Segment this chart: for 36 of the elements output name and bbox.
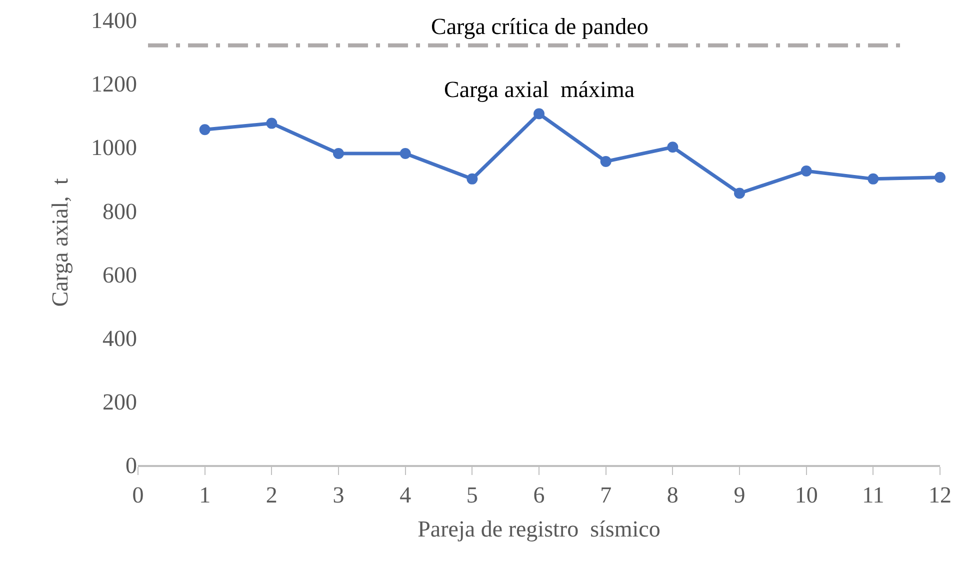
point	[534, 108, 544, 120]
x-axis-title: Pareja de registro sísmico	[418, 516, 660, 542]
y-tick-label: 600	[102, 262, 137, 288]
point	[868, 173, 879, 184]
point	[333, 148, 344, 159]
x-tick-label: 1	[199, 482, 211, 508]
x-tick-label: 9	[734, 482, 746, 508]
y-tick-label: 200	[102, 389, 137, 414]
series-label: Carga axial máxima	[444, 77, 635, 102]
y-tick-label: 800	[102, 198, 137, 224]
point	[667, 142, 678, 153]
x-tick-label: 10	[794, 482, 818, 508]
x-tick-label: 4	[400, 482, 412, 508]
y-tick-label: 1000	[91, 135, 137, 160]
y-axis-title: Carga axial, t	[47, 178, 72, 307]
x-tick-label: 2	[266, 482, 278, 508]
y-tick-label: 0	[126, 453, 137, 478]
y-tick-label: 1200	[91, 72, 137, 97]
x-tick-label: 7	[600, 482, 612, 508]
ref-line-label: Carga crítica de pandeo	[431, 14, 648, 39]
x-tick-label: 5	[466, 482, 478, 508]
point	[466, 173, 478, 184]
x-tick-label: 8	[666, 482, 678, 508]
point	[400, 148, 411, 159]
y-tick-label: 400	[102, 326, 137, 351]
y-tick-label: 1400	[91, 8, 137, 34]
point	[734, 188, 745, 199]
x-tick-label: 3	[332, 482, 344, 508]
point	[600, 156, 612, 167]
point	[199, 124, 210, 136]
x-tick-label: 6	[533, 482, 545, 508]
point	[266, 118, 278, 129]
x-tick-label: 12	[928, 482, 952, 508]
point	[934, 172, 946, 183]
point	[800, 165, 812, 176]
x-tick-label: 11	[862, 482, 884, 508]
